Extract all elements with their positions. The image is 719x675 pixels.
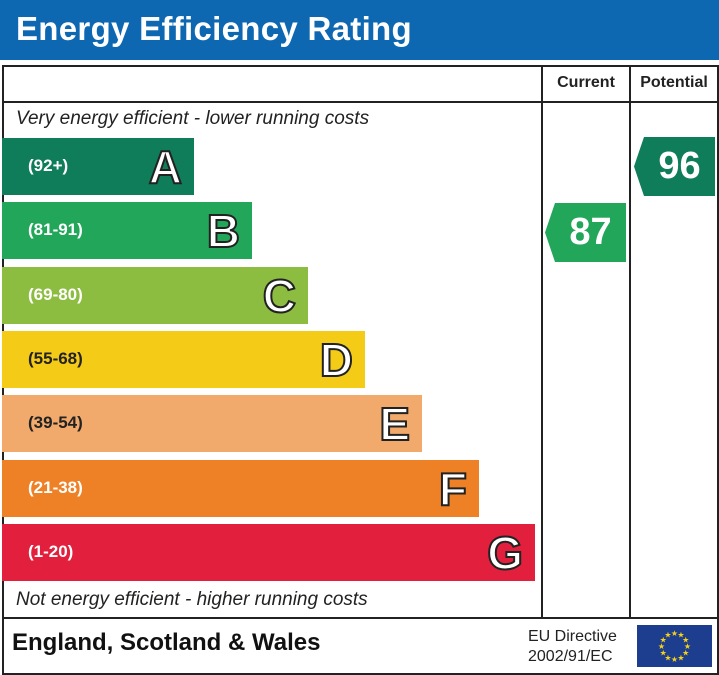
column-divider (629, 65, 631, 618)
bottom-note: Not energy efficient - higher running co… (16, 589, 368, 610)
band-range: (1-20) (28, 541, 74, 561)
svg-text:★: ★ (682, 649, 689, 658)
current-rating-value: 87 (569, 210, 612, 253)
band-bar-c: (69-80) C (2, 266, 308, 324)
band-range: (81-91) (28, 220, 83, 240)
band-bar-f: (21-38) F (2, 459, 479, 517)
current-column-header: Current (557, 74, 615, 91)
svg-text:★: ★ (664, 631, 671, 640)
potential-column-header: Potential (640, 74, 708, 91)
eu-flag-icon: ★ ★ ★ ★ ★ ★ ★ ★ ★ ★ ★ ★ (637, 625, 712, 667)
band-bar-e: (39-54) E (2, 395, 422, 453)
band-letter: C (262, 269, 297, 323)
svg-text:★: ★ (671, 655, 678, 664)
band-range: (21-38) (28, 477, 83, 497)
chart-title: Energy Efficiency Rating (16, 10, 412, 47)
column-divider (541, 65, 543, 618)
potential-rating-marker: 96 (634, 137, 715, 196)
band-range: (39-54) (28, 413, 83, 433)
top-note: Very energy efficient - lower running co… (16, 108, 370, 129)
svg-text:★: ★ (677, 653, 684, 662)
arrow-shape (634, 137, 715, 196)
band-bar-g: (1-20) G (2, 523, 535, 581)
svg-text:★: ★ (682, 636, 689, 645)
eu-directive: EU Directive 2002/91/EC (528, 627, 617, 667)
svg-text:★: ★ (660, 649, 667, 658)
band-range: (92+) (28, 156, 69, 175)
svg-text:★: ★ (664, 653, 671, 662)
svg-text:★: ★ (677, 631, 684, 640)
title-bar: Energy Efficiency Rating (0, 0, 719, 60)
potential-rating-value: 96 (658, 145, 701, 187)
band-range: (55-68) (28, 348, 83, 368)
region-label: England, Scotland & Wales (12, 629, 321, 656)
svg-text:★: ★ (658, 642, 665, 651)
band-letter: G (486, 526, 524, 580)
band-letter: E (378, 397, 411, 451)
svg-text:★: ★ (660, 636, 667, 645)
directive-line-2: 2002/91/EC (528, 648, 613, 665)
band-bar-d: (55-68) D (2, 330, 365, 388)
arrow-shape (545, 202, 626, 262)
header-divider (2, 101, 717, 103)
current-rating-marker: 87 (545, 202, 626, 262)
band-bar-b: (81-91) B (2, 202, 252, 260)
directive-line-1: EU Directive (528, 628, 617, 645)
band-letter: A (148, 140, 183, 194)
band-letter: F (438, 462, 468, 516)
band-letter: D (319, 333, 354, 387)
band-letter: B (206, 204, 241, 258)
svg-text:★: ★ (671, 629, 678, 638)
band-bar-a: (92+) A (2, 138, 194, 195)
svg-text:★: ★ (684, 642, 691, 651)
band-range: (69-80) (28, 284, 83, 304)
footer-divider (2, 617, 717, 619)
